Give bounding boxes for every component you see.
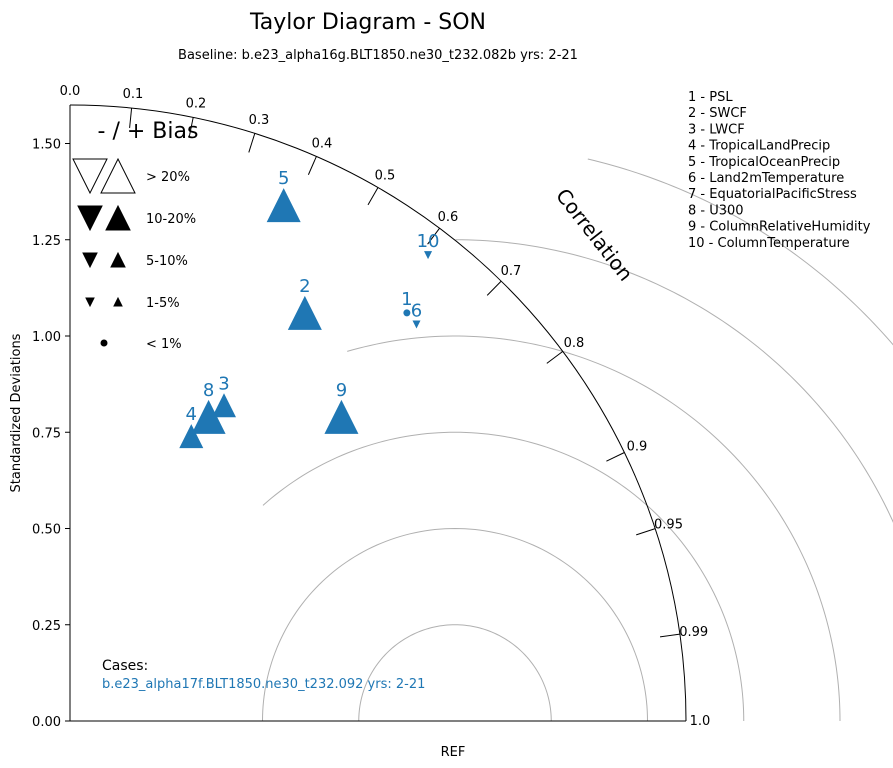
variable-key-item-7: 8 - U300 — [688, 203, 744, 218]
std-tick-label-0: 0.00 — [32, 715, 61, 730]
point-label-8: 8 — [203, 380, 214, 401]
corr-tick-mark-2 — [188, 117, 194, 138]
corr-tick-mark-7 — [486, 280, 502, 296]
corr-tick-label-6: 0.6 — [438, 210, 459, 225]
corr-tick-mark-9 — [606, 452, 625, 462]
chart-subtitle: Baseline: b.e23_alpha16g.BLT1850.ne30_t2… — [178, 48, 578, 63]
point-marker-10 — [424, 251, 433, 260]
bias-legend-pos-marker-2 — [110, 251, 126, 268]
corr-tick-label-5: 0.5 — [375, 168, 396, 183]
corr-tick-label-8: 0.8 — [564, 336, 585, 351]
bias-legend-label-0: > 20% — [146, 170, 190, 185]
corr-tick-label-11: 0.99 — [679, 625, 708, 640]
point-marker-2 — [287, 295, 322, 330]
rms-arc-3 — [347, 335, 841, 722]
rms-arc-4 — [455, 239, 893, 523]
bias-legend-neg-marker-3 — [85, 297, 95, 308]
bias-legend-label-2: 5-10% — [146, 254, 188, 269]
variable-key-item-3: 4 - TropicalLandPrecip — [688, 139, 830, 154]
std-tick-label-3: 0.75 — [32, 426, 61, 441]
variable-key-item-4: 5 - TropicalOceanPrecip — [688, 155, 840, 170]
std-tick-label-1: 0.25 — [32, 619, 61, 634]
point-marker-9 — [324, 399, 359, 434]
bias-legend-neg-marker-1 — [77, 205, 103, 232]
bias-legend-label-4: < 1% — [146, 337, 182, 352]
outer-arc — [69, 104, 687, 722]
std-tick-label-6: 1.50 — [32, 138, 61, 153]
bias-legend-pos-marker-3 — [113, 296, 123, 307]
point-label-1: 1 — [401, 289, 412, 310]
correlation-ticks: 0.0 0.1 0.2 0.3 0.4 0.5 0.6 0.7 0.8 0.9 0.95 0.99 1.… — [60, 84, 711, 729]
corr-tick-mark-4 — [307, 156, 317, 175]
bias-legend-label-1: 10-20% — [146, 212, 196, 227]
point-marker-6 — [412, 320, 421, 329]
std-tick-label-5: 1.25 — [32, 234, 61, 249]
corr-tick-mark-5 — [367, 187, 379, 206]
point-label-6: 6 — [411, 300, 422, 321]
bias-legend-label-3: 1-5% — [146, 296, 180, 311]
data-points: 1 2 34 5 6 8 9 10 — [179, 168, 440, 449]
bias-legend-pos-marker-0 — [100, 157, 136, 194]
variable-key-item-1: 2 - SWCF — [688, 106, 747, 121]
rms-arc-5 — [587, 158, 893, 346]
variable-key-item-0: 1 - PSL — [688, 90, 733, 105]
bias-legend-title: - / + Bias — [98, 119, 199, 144]
corr-tick-mark-11 — [659, 633, 680, 638]
cases-title: Cases: — [102, 658, 148, 674]
corr-tick-mark-10 — [636, 528, 656, 536]
rms-arc-2 — [262, 431, 745, 722]
point-marker-1 — [403, 309, 411, 317]
corr-tick-label-12: 1.0 — [690, 714, 711, 729]
point-label-2: 2 — [299, 276, 310, 297]
rms-arcs — [262, 158, 893, 722]
corr-tick-label-2: 0.2 — [186, 97, 207, 112]
bias-legend-pos-marker-1 — [105, 204, 131, 231]
corr-tick-label-10: 0.95 — [654, 517, 683, 532]
corr-tick-mark-3 — [248, 133, 256, 153]
plot-frame — [69, 104, 687, 722]
bias-legend-neg-marker-0 — [72, 158, 108, 195]
corr-tick-label-0: 0.0 — [60, 84, 81, 99]
point-label-4: 4 — [186, 404, 197, 425]
point-marker-3 — [212, 393, 236, 418]
std-tick-label-2: 0.50 — [32, 523, 61, 538]
chart-title: Taylor Diagram - SON — [249, 10, 486, 35]
x-axis-label: REF — [441, 745, 466, 760]
corr-tick-mark-6 — [427, 227, 441, 245]
point-label-3: 3 — [218, 373, 229, 394]
corr-tick-label-1: 0.1 — [123, 87, 144, 102]
point-marker-5 — [266, 188, 301, 223]
corr-tick-label-4: 0.4 — [312, 137, 333, 152]
bias-legend-neg-marker-2 — [82, 252, 98, 269]
rms-arc-1 — [262, 527, 648, 722]
point-label-9: 9 — [336, 380, 347, 401]
y-axis-label: Standardized Deviations — [9, 333, 24, 492]
rms-arc-0 — [358, 624, 552, 722]
point-marker-4 — [179, 424, 204, 449]
variable-key-item-8: 9 - ColumnRelativeHumidity — [688, 220, 871, 235]
variable-key-item-2: 3 - LWCF — [688, 122, 745, 137]
point-label-10: 10 — [417, 231, 440, 252]
bias-legend-marker-4 — [100, 339, 108, 347]
variable-key-item-5: 6 - Land2mTemperature — [688, 171, 844, 186]
std-ticks: 0.00 0.25 0.50 0.75 1.00 1.25 1.50 — [32, 138, 70, 730]
corr-tick-label-7: 0.7 — [501, 264, 522, 279]
bias-legend: > 20% 10-20% 5-10% 1-5% < 1% — [72, 157, 196, 352]
corr-tick-label-9: 0.9 — [627, 439, 648, 454]
std-tick-label-4: 1.00 — [32, 330, 61, 345]
variable-key-item-6: 7 - EquatorialPacificStress — [688, 187, 857, 202]
variable-key-item-9: 10 - ColumnTemperature — [688, 236, 850, 251]
point-label-5: 5 — [278, 168, 289, 189]
point-marker-8 — [191, 399, 226, 434]
correlation-label: Correlation — [551, 184, 638, 286]
case-name: b.e23_alpha17f.BLT1850.ne30_t232.092 yrs… — [102, 677, 425, 692]
corr-tick-mark-1 — [129, 108, 133, 129]
corr-tick-label-3: 0.3 — [249, 113, 270, 128]
corr-tick-mark-8 — [546, 350, 564, 364]
